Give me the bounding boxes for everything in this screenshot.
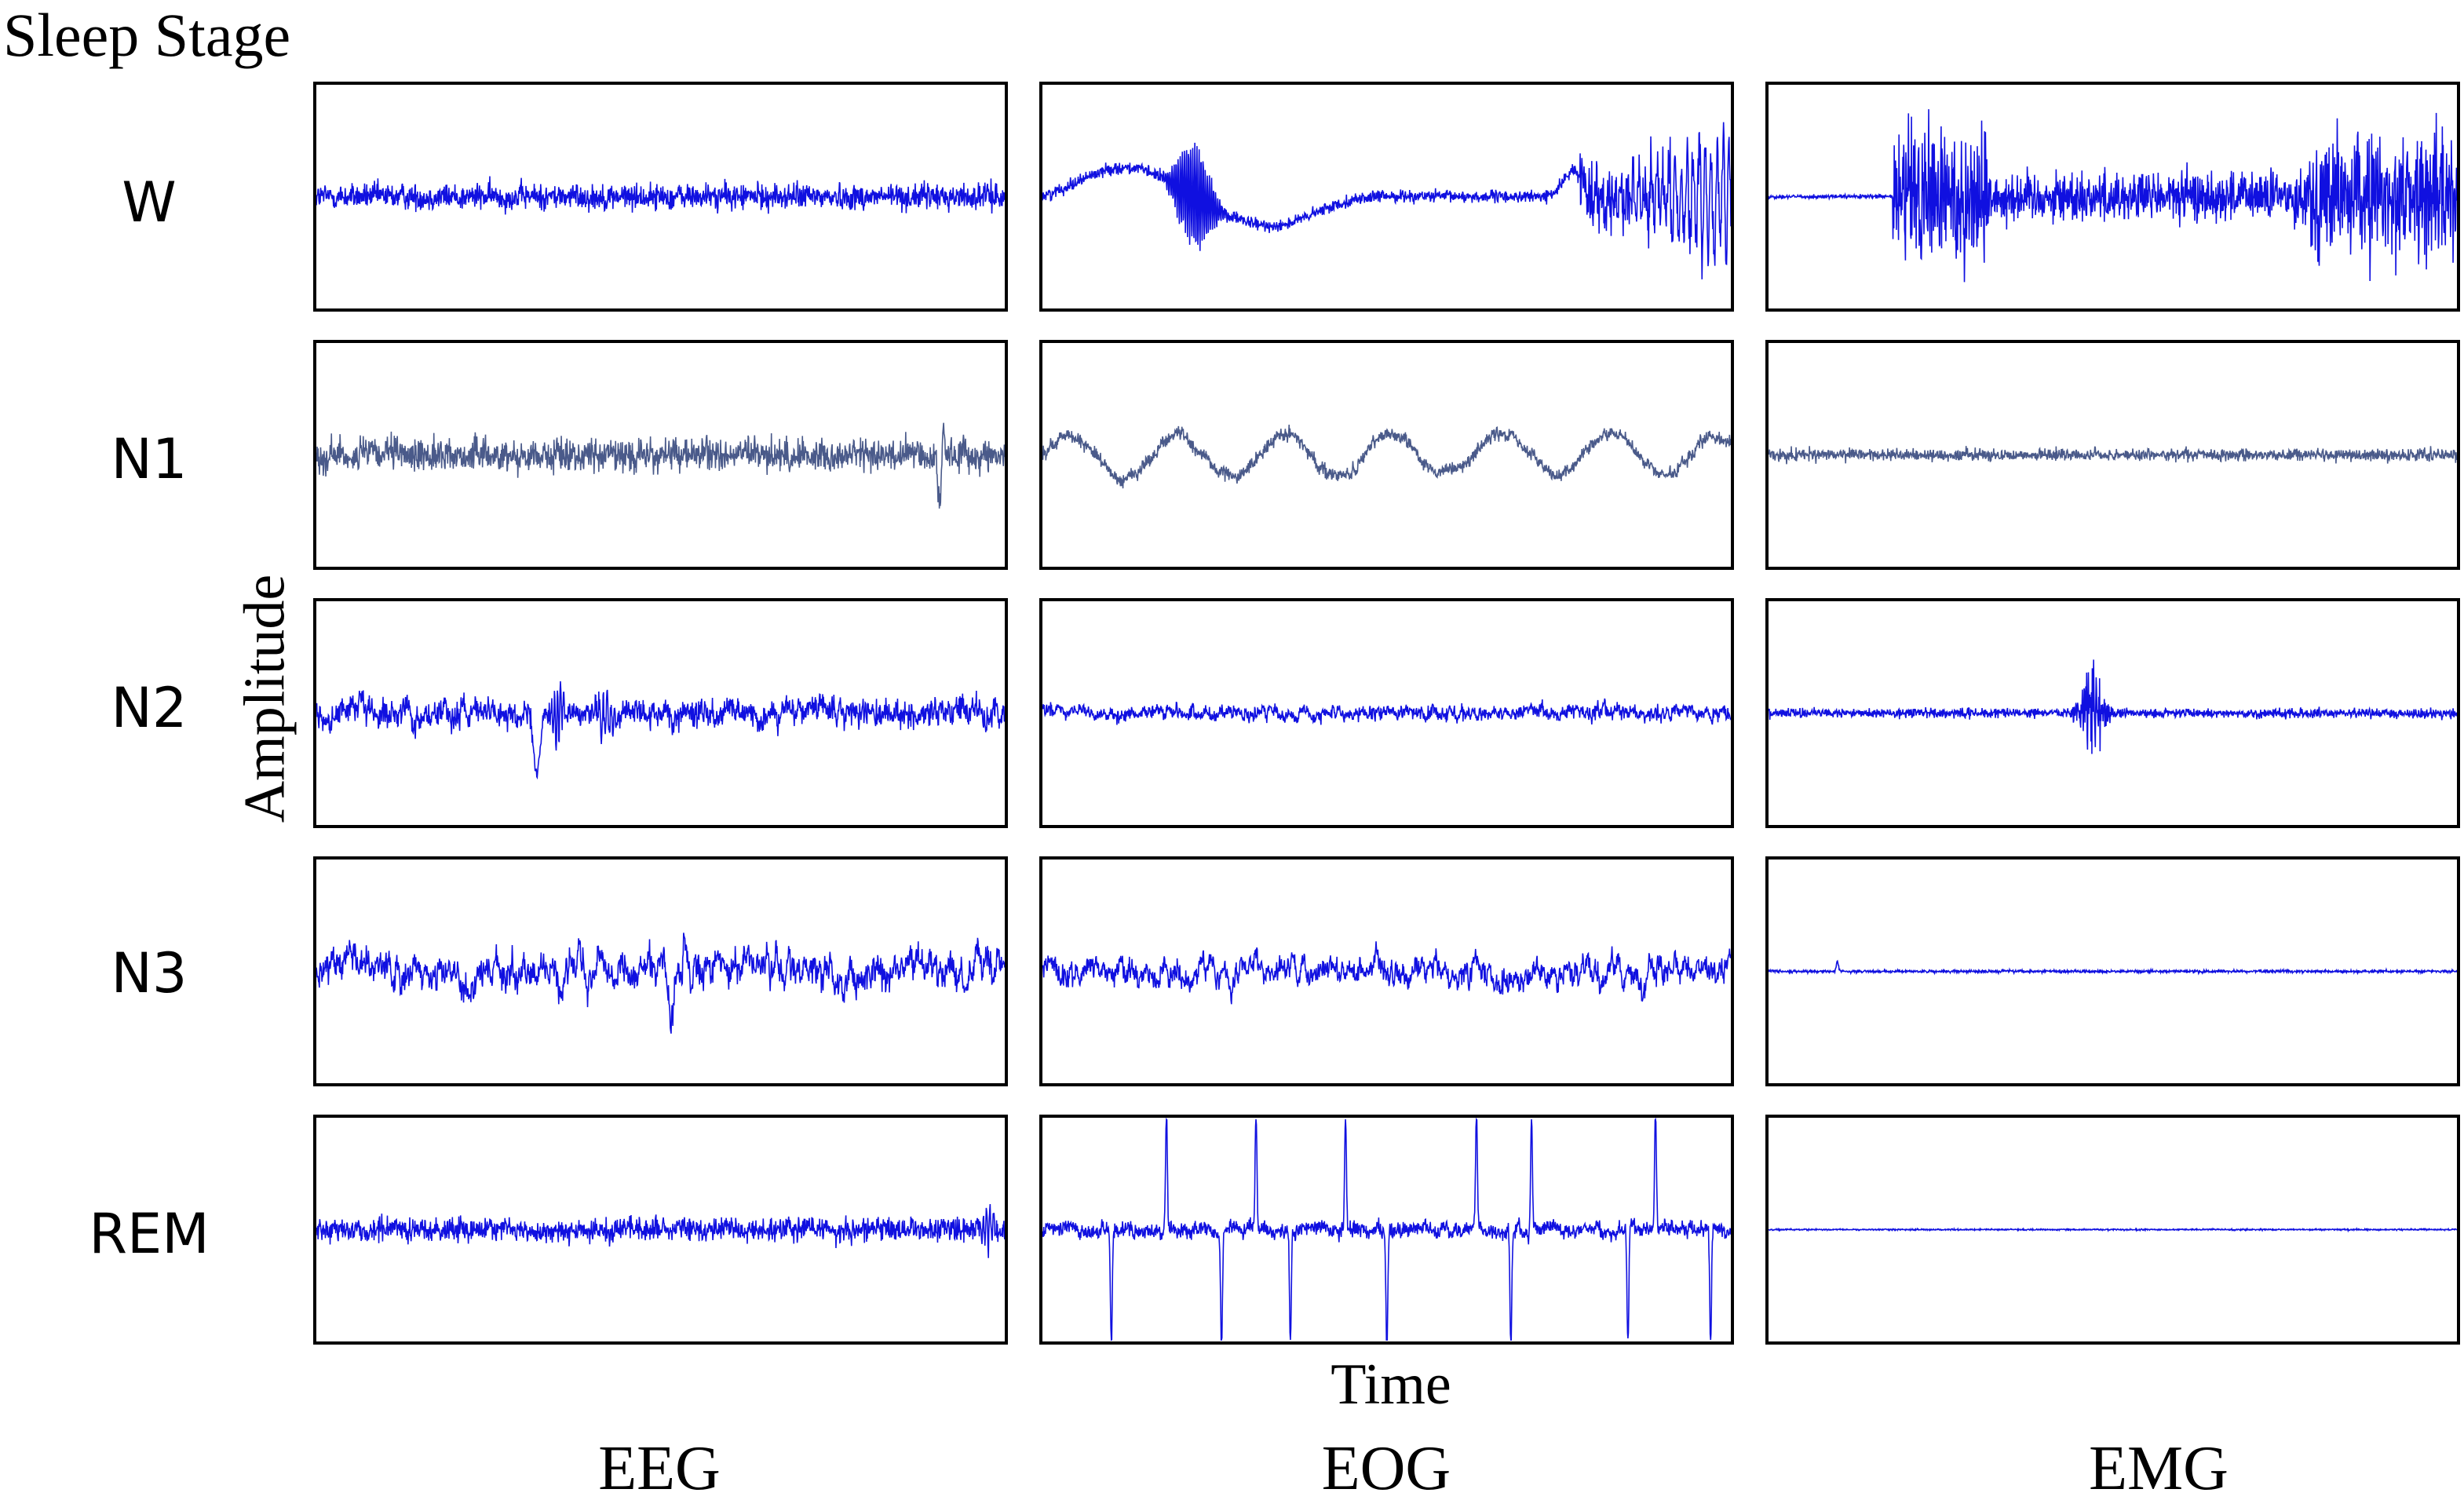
signal-trace-n3-eog xyxy=(1042,941,1731,1005)
signal-trace-rem-eog xyxy=(1042,1118,1731,1341)
signal-trace-n1-eeg xyxy=(316,422,1005,509)
panel-w-eeg xyxy=(313,82,1008,312)
signal-trace-w-eog xyxy=(1042,122,1731,279)
signal-trace-rem-eeg xyxy=(316,1203,1005,1258)
panel-rem-eog xyxy=(1039,1115,1734,1345)
panel-n3-emg xyxy=(1765,856,2460,1086)
panel-n1-emg xyxy=(1765,340,2460,570)
x-axis-label: Time xyxy=(1331,1352,1451,1417)
panel-w-eog xyxy=(1039,82,1734,312)
signal-trace-w-eeg xyxy=(316,176,1005,215)
row-label-n1: N1 xyxy=(111,427,188,491)
panel-n1-eog xyxy=(1039,340,1734,570)
column-label-eeg: EEG xyxy=(598,1434,721,1503)
signal-trace-n1-emg xyxy=(1769,446,2457,465)
signal-trace-w-emg xyxy=(1769,109,2457,283)
signal-trace-n2-emg xyxy=(1769,659,2457,754)
panel-n1-eeg xyxy=(313,340,1008,570)
panel-n3-eeg xyxy=(313,856,1008,1086)
panel-rem-eeg xyxy=(313,1115,1008,1345)
signal-trace-n3-emg xyxy=(1769,959,2457,976)
column-label-emg: EMG xyxy=(2089,1434,2229,1503)
column-label-eog: EOG xyxy=(1321,1434,1451,1503)
signal-trace-n2-eeg xyxy=(316,681,1005,780)
panel-n2-eog xyxy=(1039,598,1734,828)
row-label-w: W xyxy=(122,170,177,235)
signal-trace-n3-eeg xyxy=(316,933,1005,1034)
panel-n2-eeg xyxy=(313,598,1008,828)
panel-w-emg xyxy=(1765,82,2460,312)
chart-title: Sleep Stage xyxy=(3,1,291,69)
signal-trace-rem-emg xyxy=(1769,1227,2457,1233)
panel-n2-emg xyxy=(1765,598,2460,828)
row-label-n2: N2 xyxy=(111,676,188,740)
signal-trace-n2-eog xyxy=(1042,698,1731,725)
panel-rem-emg xyxy=(1765,1115,2460,1345)
panel-n3-eog xyxy=(1039,856,1734,1086)
row-label-n3: N3 xyxy=(111,941,188,1006)
row-label-rem: REM xyxy=(89,1202,210,1266)
signal-trace-n1-eog xyxy=(1042,424,1731,489)
